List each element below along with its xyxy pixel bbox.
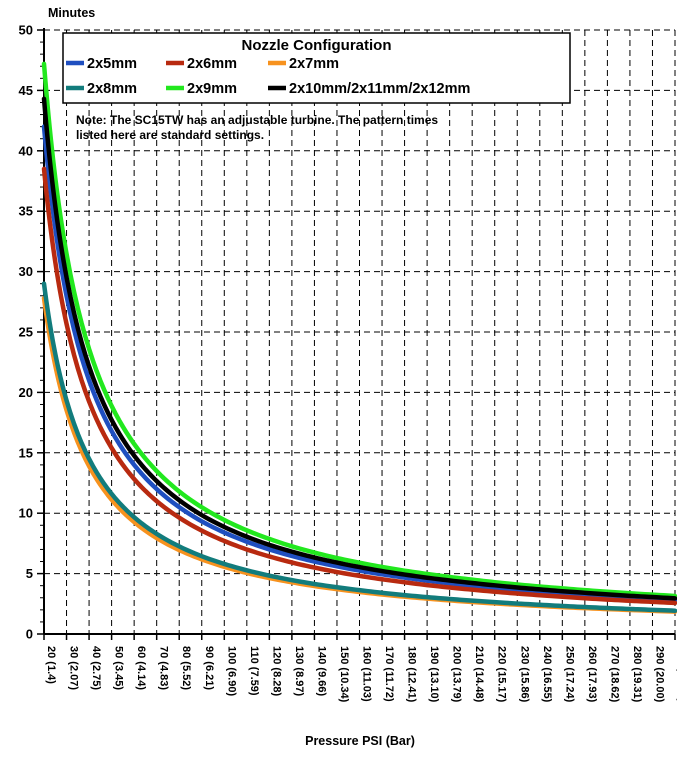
- y-tick-label: 50: [19, 23, 33, 38]
- legend-label: 2x9mm: [187, 81, 237, 97]
- x-tick-label: 200 (13.79): [451, 646, 463, 703]
- y-tick-label: 30: [19, 264, 33, 279]
- x-tick-label: 100 (6.90): [225, 646, 237, 696]
- x-tick-label: 70 (4.83): [158, 646, 170, 690]
- y-tick-label: 40: [19, 143, 33, 158]
- series-line-2x8mm: [41, 281, 677, 613]
- x-tick-label: 50 (3.45): [113, 646, 125, 690]
- legend-label: 2x6mm: [187, 56, 237, 72]
- note-text: listed here are standard settings.: [76, 128, 264, 142]
- axis-layer: 0 5 10 15 20 25 30 35 40 45 50 20 (1.4) 30 (2.07) 40 …: [19, 23, 677, 703]
- y-tick-label: 0: [26, 627, 33, 642]
- x-axis-title: Pressure PSI (Bar): [305, 734, 415, 748]
- x-tick-label: 220 (15.17): [496, 646, 508, 703]
- x-tick-label: 230 (15.86): [518, 646, 530, 703]
- series-layer: [41, 61, 677, 614]
- x-tick-label: 250 (17.24): [563, 646, 575, 703]
- x-tick-label: 280 (19.31): [631, 646, 643, 703]
- legend: Nozzle Configuration 2x5mm 2x6mm 2x7mm 2x8mm…: [62, 32, 571, 104]
- x-tick-label: 20 (1.4): [45, 646, 57, 684]
- legend-box: [62, 32, 571, 104]
- x-tick-label: 170 (11.72): [383, 646, 395, 702]
- legend-title: Nozzle Configuration: [242, 37, 392, 54]
- note-text: Note: The SC15TW has an adjustable turbi…: [76, 113, 438, 127]
- y-tick-label: 25: [19, 325, 33, 340]
- series-line-2x6mm: [41, 166, 677, 606]
- y-tick-label: 20: [19, 385, 33, 400]
- x-tick-label: 290 (20.00): [653, 646, 665, 703]
- x-tick-label: 90 (6.21): [203, 646, 215, 690]
- x-tick-label: 40 (2.75): [90, 646, 102, 690]
- x-tick-label: 210 (14.48): [473, 646, 485, 703]
- legend-label: 2x7mm: [289, 56, 339, 72]
- legend-label: 2x10mm/2x11mm/2x12mm: [289, 81, 470, 97]
- y-tick-label: 45: [19, 83, 33, 98]
- series-line-2x10mm-2x11mm-2x12mm: [41, 96, 677, 601]
- legend-label: 2x8mm: [87, 81, 137, 97]
- x-tick-label: 160 (11.03): [361, 646, 373, 702]
- y-tick-label: 35: [19, 204, 33, 219]
- x-tick-label: 110 (7.59): [248, 646, 260, 696]
- x-tick-label: 120 (8.28): [270, 646, 282, 696]
- y-tick-label: 15: [19, 445, 33, 460]
- x-tick-label: 80 (5.52): [180, 646, 192, 690]
- label-layer: Note: The SC15TW has an adjustable turbi…: [48, 6, 438, 748]
- x-tick-label: 30 (2.07): [68, 646, 80, 690]
- x-tick-label: 140 (9.66): [315, 646, 327, 696]
- x-tick-label: 190 (13.10): [428, 646, 440, 703]
- x-tick-label: 60 (4.14): [135, 646, 147, 690]
- x-tick-label: 270 (18.62): [608, 646, 620, 703]
- y-tick-label: 10: [19, 506, 33, 521]
- x-tick-label: 180 (12.41): [406, 646, 418, 703]
- legend-label: 2x5mm: [87, 56, 137, 72]
- x-tick-label: 260 (17.93): [586, 646, 598, 703]
- x-tick-label: 150 (10.34): [338, 646, 350, 703]
- y-axis-title: Minutes: [48, 6, 95, 20]
- x-tick-label: 130 (8.97): [293, 646, 305, 696]
- y-tick-label: 5: [26, 566, 33, 581]
- series-line-2x9mm: [41, 61, 677, 599]
- x-tick-label: 240 (16.55): [541, 646, 553, 703]
